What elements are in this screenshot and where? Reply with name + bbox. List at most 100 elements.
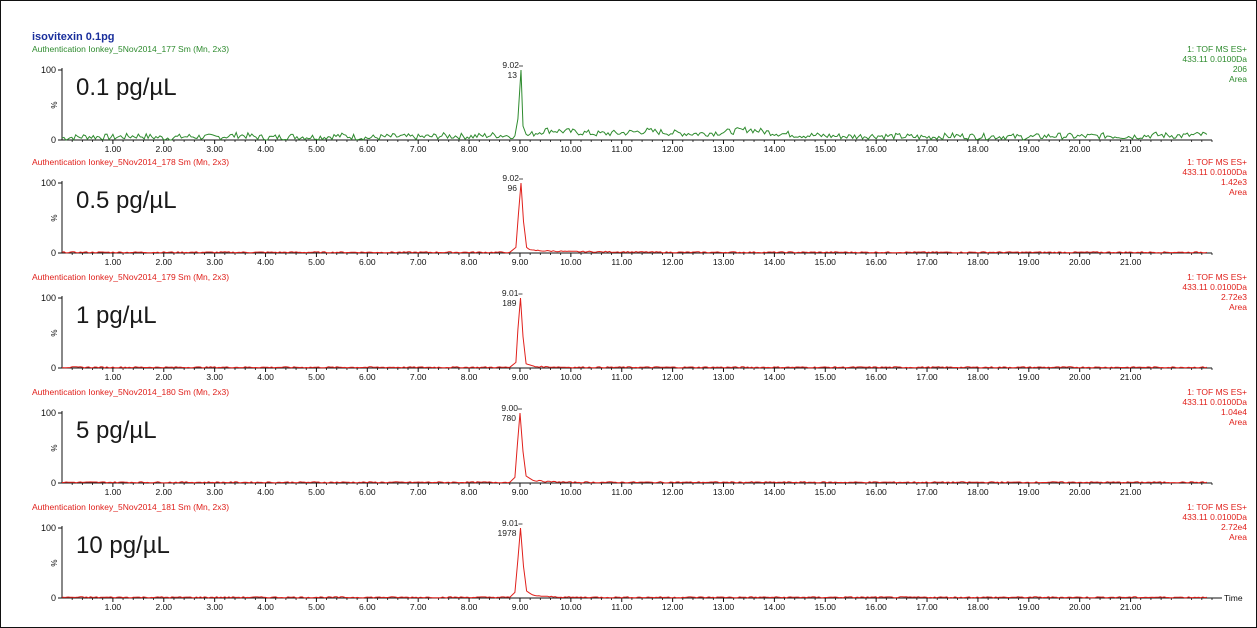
concentration-label: 0.5 pg/µL bbox=[76, 187, 177, 214]
x-tick-label: 8.00 bbox=[461, 257, 478, 267]
chromatogram-trace bbox=[61, 69, 1208, 141]
panel-header: Authentication Ionkey_5Nov2014_179 Sm (M… bbox=[32, 272, 229, 282]
x-tick-label: 12.00 bbox=[662, 372, 684, 382]
x-tick-label: 4.00 bbox=[257, 372, 274, 382]
y-axis-unit: % bbox=[50, 101, 59, 108]
panel-info-line: 1: TOF MS ES+ bbox=[1187, 44, 1247, 54]
panel-info-line: 1: TOF MS ES+ bbox=[1187, 272, 1247, 282]
x-tick-label: 6.00 bbox=[359, 602, 376, 612]
x-tick-label: 5.00 bbox=[308, 487, 325, 497]
x-tick-label: 20.00 bbox=[1069, 487, 1091, 497]
panels-group: Authentication Ionkey_5Nov2014_177 Sm (M… bbox=[32, 44, 1247, 612]
figure-title: isovitexin 0.1pg bbox=[32, 31, 115, 43]
y-axis-unit: % bbox=[50, 559, 59, 566]
x-tick-label: 3.00 bbox=[206, 144, 223, 154]
x-tick-label: 16.00 bbox=[866, 487, 888, 497]
x-tick-label: 19.00 bbox=[1018, 144, 1040, 154]
x-tick-label: 10.00 bbox=[560, 487, 582, 497]
peak-time-label: 9.02 bbox=[502, 173, 519, 183]
x-tick-label: 8.00 bbox=[461, 602, 478, 612]
x-tick-label: 12.00 bbox=[662, 487, 684, 497]
panel-info-line: 1.04e4 bbox=[1221, 407, 1247, 417]
panel-info-line: 433.11 0.0100Da bbox=[1182, 282, 1247, 292]
x-tick-label: 12.00 bbox=[662, 602, 684, 612]
x-tick-label: 19.00 bbox=[1018, 487, 1040, 497]
panel-info-line: 1.42e3 bbox=[1221, 177, 1247, 187]
x-tick-label: 3.00 bbox=[206, 602, 223, 612]
concentration-label: 0.1 pg/µL bbox=[76, 74, 177, 101]
x-tick-label: 15.00 bbox=[815, 257, 837, 267]
x-tick-label: 5.00 bbox=[308, 257, 325, 267]
panel-4: Authentication Ionkey_5Nov2014_180 Sm (M… bbox=[32, 387, 1247, 497]
concentration-label: 1 pg/µL bbox=[76, 302, 157, 329]
x-tick-label: 15.00 bbox=[815, 372, 837, 382]
x-tick-label: 5.00 bbox=[308, 372, 325, 382]
x-tick-label: 12.00 bbox=[662, 257, 684, 267]
x-tick-label: 9.00 bbox=[512, 372, 529, 382]
x-axis-label: Time bbox=[1224, 593, 1243, 603]
panel-header: Authentication Ionkey_5Nov2014_177 Sm (M… bbox=[32, 44, 229, 54]
x-tick-label: 6.00 bbox=[359, 372, 376, 382]
x-tick-label: 4.00 bbox=[257, 487, 274, 497]
panel-3: Authentication Ionkey_5Nov2014_179 Sm (M… bbox=[32, 272, 1247, 382]
x-tick-label: 11.00 bbox=[611, 602, 632, 612]
panel-header: Authentication Ionkey_5Nov2014_181 Sm (M… bbox=[32, 502, 229, 512]
x-tick-label: 13.00 bbox=[713, 487, 735, 497]
x-tick-label: 11.00 bbox=[611, 372, 632, 382]
panel-2: Authentication Ionkey_5Nov2014_178 Sm (M… bbox=[32, 157, 1247, 267]
peak-area-label: 189 bbox=[502, 298, 516, 308]
x-tick-label: 2.00 bbox=[155, 372, 172, 382]
panel-info-line: 206 bbox=[1233, 64, 1247, 74]
x-tick-label: 10.00 bbox=[560, 257, 582, 267]
x-tick-label: 7.00 bbox=[410, 602, 427, 612]
x-tick-label: 13.00 bbox=[713, 257, 735, 267]
x-tick-label: 4.00 bbox=[257, 257, 274, 267]
x-tick-label: 16.00 bbox=[866, 372, 888, 382]
panel-info-line: 1: TOF MS ES+ bbox=[1187, 502, 1247, 512]
panel-info-line: 2.72e3 bbox=[1221, 292, 1247, 302]
y-tick-label: 100 bbox=[41, 65, 56, 75]
x-tick-label: 14.00 bbox=[764, 372, 786, 382]
x-tick-label: 10.00 bbox=[560, 372, 582, 382]
x-tick-label: 2.00 bbox=[155, 602, 172, 612]
x-tick-label: 13.00 bbox=[713, 602, 735, 612]
x-tick-label: 18.00 bbox=[967, 372, 989, 382]
peak-area-label: 13 bbox=[508, 70, 518, 80]
y-tick-label: 100 bbox=[41, 523, 56, 533]
x-tick-label: 14.00 bbox=[764, 602, 786, 612]
x-tick-label: 16.00 bbox=[866, 144, 888, 154]
x-tick-label: 2.00 bbox=[155, 487, 172, 497]
x-tick-label: 19.00 bbox=[1018, 602, 1040, 612]
x-tick-label: 11.00 bbox=[611, 257, 632, 267]
panel-info-line: Area bbox=[1229, 74, 1247, 84]
peak-area-label: 96 bbox=[508, 183, 518, 193]
y-tick-label: 0 bbox=[51, 248, 56, 258]
x-tick-label: 17.00 bbox=[916, 257, 938, 267]
panel-info-line: Area bbox=[1229, 187, 1247, 197]
x-tick-label: 5.00 bbox=[308, 602, 325, 612]
y-tick-label: 0 bbox=[51, 593, 56, 603]
x-tick-label: 11.00 bbox=[611, 487, 632, 497]
panel-header: Authentication Ionkey_5Nov2014_180 Sm (M… bbox=[32, 387, 229, 397]
x-tick-label: 17.00 bbox=[916, 487, 938, 497]
x-tick-label: 21.00 bbox=[1120, 144, 1142, 154]
panel-info-line: 433.11 0.0100Da bbox=[1182, 512, 1247, 522]
x-tick-label: 18.00 bbox=[967, 257, 989, 267]
chromatogram-trace bbox=[61, 297, 1207, 369]
x-tick-label: 1.00 bbox=[105, 257, 122, 267]
x-tick-label: 20.00 bbox=[1069, 372, 1091, 382]
x-tick-label: 16.00 bbox=[866, 257, 888, 267]
x-tick-label: 17.00 bbox=[916, 602, 938, 612]
x-tick-label: 8.00 bbox=[461, 144, 478, 154]
x-tick-label: 2.00 bbox=[155, 257, 172, 267]
peak-area-label: 1978 bbox=[498, 528, 517, 538]
x-tick-label: 6.00 bbox=[359, 144, 376, 154]
x-tick-label: 3.00 bbox=[206, 487, 223, 497]
x-tick-label: 19.00 bbox=[1018, 372, 1040, 382]
x-tick-label: 17.00 bbox=[916, 372, 938, 382]
x-tick-label: 7.00 bbox=[410, 257, 427, 267]
x-tick-label: 18.00 bbox=[967, 144, 989, 154]
peak-time-label: 9.02 bbox=[502, 60, 519, 70]
panel-info-line: Area bbox=[1229, 417, 1247, 427]
